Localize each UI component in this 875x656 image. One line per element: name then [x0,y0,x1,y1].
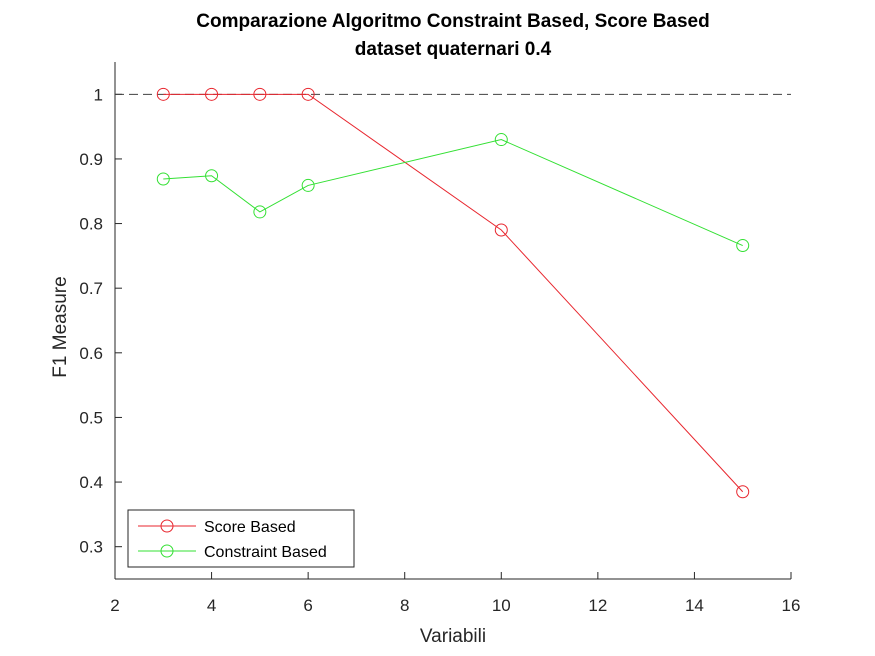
data-point-score-based [494,223,508,237]
data-point-constraint-based [736,239,750,253]
data-point-score-based [301,87,315,101]
x-tick-label: 2 [110,596,119,615]
y-tick-label: 1 [94,85,103,104]
legend-marker-constraint-based [160,544,174,558]
x-tick-label: 4 [207,596,216,615]
data-point-score-based [736,485,750,499]
x-tick-label: 8 [400,596,409,615]
y-tick-label: 0.7 [79,279,103,298]
x-tick-label: 14 [685,596,704,615]
legend-marker-score-based [160,519,174,533]
x-tick-label: 10 [492,596,511,615]
data-point-score-based [253,87,267,101]
series-line-score-based [163,93,744,493]
data-point-score-based [156,87,170,101]
y-axis-title: F1 Measure [50,276,71,377]
y-tick-label: 0.8 [79,215,103,234]
data-point-constraint-based [205,169,219,183]
x-axis-title: Variabili [420,626,486,647]
legend-box [127,509,355,568]
series-group [156,87,750,499]
series-line-constraint-based [163,139,743,246]
y-tick-label: 0.6 [79,344,103,363]
chart-subtitle: dataset quaternari 0.4 [355,39,552,60]
legend: Score Based Constraint Based [127,509,355,568]
data-point-constraint-based [301,178,315,192]
chart-title: Comparazione Algoritmo Constraint Based,… [196,11,709,32]
x-tick-label: 6 [303,596,312,615]
legend-label-score-based: Score Based [204,519,296,536]
y-tick-label: 0.3 [79,538,103,557]
legend-label-constraint-based: Constraint Based [204,544,327,561]
data-point-constraint-based [156,172,170,186]
x-tick-label: 12 [588,596,607,615]
data-point-constraint-based [494,133,508,147]
data-point-constraint-based [253,205,267,219]
y-tick-label: 0.4 [79,473,103,492]
x-tick-label: 16 [782,596,801,615]
y-tick-label: 0.5 [79,408,103,427]
y-tick-label: 0.9 [79,150,103,169]
data-point-score-based [205,87,219,101]
axes: 2 4 6 8 10 12 14 16 0.3 0.4 0.5 0.6 0.7 0.8 0.9 1 [79,62,800,615]
